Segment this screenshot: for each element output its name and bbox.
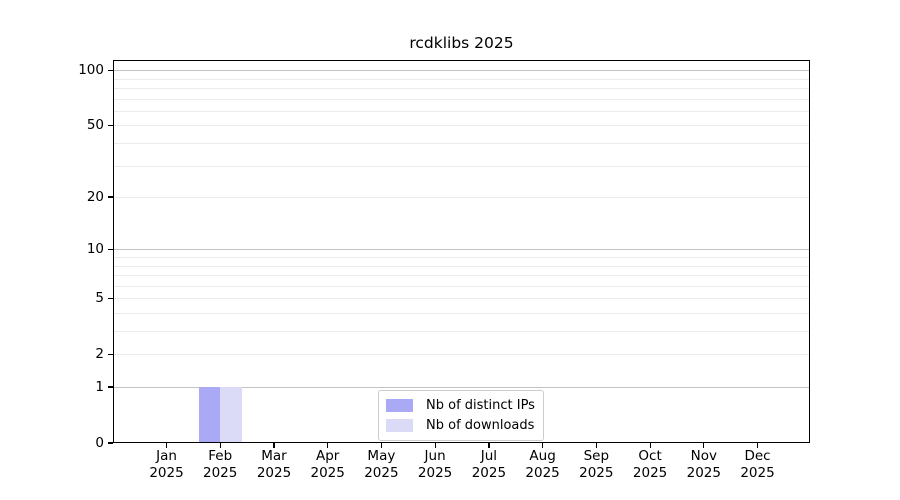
x-axis-tick-mark [542, 443, 544, 448]
x-tick-month: Sep [583, 448, 610, 464]
gridline-minor [113, 165, 810, 167]
legend: Nb of distinct IPs Nb of downloads [378, 390, 544, 441]
gridline-minor [113, 197, 810, 198]
x-axis-tick-label: Jul 2025 [461, 448, 517, 481]
x-tick-year: 2025 [310, 464, 345, 481]
y-axis-tick-label: 10 [86, 241, 104, 258]
x-tick-month: Feb [208, 448, 233, 464]
x-tick-month: Mar [261, 448, 287, 464]
x-tick-year: 2025 [149, 464, 184, 481]
y-axis-tick-label: 20 [86, 189, 104, 205]
x-axis-tick-mark [649, 443, 651, 448]
x-tick-year: 2025 [579, 464, 614, 481]
y-axis-tick-mark [108, 69, 113, 71]
y-axis-tick-mark [108, 297, 113, 299]
x-axis-tick-label: Aug 2025 [515, 448, 571, 481]
x-axis-tick-label: Oct 2025 [622, 448, 678, 481]
gridline-minor [113, 265, 810, 267]
gridline-major [113, 70, 810, 72]
bar-distinct-ips [198, 387, 221, 443]
gridline-minor [113, 125, 810, 127]
x-tick-month: Jun [424, 448, 446, 464]
y-axis-tick-mark [108, 248, 113, 250]
y-axis-tick-label: 100 [78, 62, 104, 79]
gridline-major [113, 249, 810, 251]
legend-swatch-downloads [386, 418, 413, 432]
x-axis-tick-label: Dec 2025 [730, 448, 786, 481]
y-axis-tick-label: 50 [86, 117, 104, 134]
chart-title: rcdklibs 2025 [409, 34, 514, 52]
y-axis-tick-label: 5 [95, 290, 104, 307]
gridline-minor [113, 275, 810, 276]
legend-label-downloads: Nb of downloads [426, 417, 535, 433]
x-tick-year: 2025 [417, 464, 453, 481]
y-axis-tick-label: 0 [95, 435, 104, 451]
x-axis-tick-mark [273, 443, 275, 448]
x-axis-tick-mark [488, 443, 490, 448]
y-axis-tick-label: 1 [95, 379, 104, 395]
plot-border [113, 60, 810, 443]
x-tick-year: 2025 [632, 464, 668, 481]
x-tick-month: Apr [316, 448, 340, 464]
y-axis-tick-mark [108, 442, 113, 444]
x-axis-tick-mark [165, 443, 168, 448]
x-tick-year: 2025 [471, 464, 507, 481]
x-tick-year: 2025 [686, 464, 721, 481]
plot-area: Nb of distinct IPs Nb of downloads [113, 60, 810, 443]
y-axis-tick-label: 2 [95, 346, 104, 363]
x-tick-month: Jul [480, 448, 498, 464]
legend-entry-distinct-ips: Nb of distinct IPs [386, 396, 535, 416]
y-axis-tick-mark [108, 196, 113, 198]
gridline-minor [113, 142, 810, 144]
gridline-major [113, 387, 810, 388]
x-axis-tick-mark [756, 443, 759, 448]
legend-entry-downloads: Nb of downloads [386, 416, 535, 436]
x-tick-year: 2025 [256, 464, 292, 481]
x-axis-tick-label: Jun 2025 [407, 448, 463, 481]
gridline-minor [113, 354, 810, 356]
x-tick-month: Oct [638, 448, 662, 464]
x-axis-tick-mark [595, 443, 597, 448]
x-axis-tick-mark [327, 443, 329, 448]
x-tick-month: Nov [690, 448, 717, 464]
legend-label-distinct-ips: Nb of distinct IPs [426, 398, 535, 414]
x-tick-month: Aug [529, 448, 556, 464]
x-axis-tick-label: May 2025 [353, 448, 409, 481]
x-axis-tick-label: Mar 2025 [246, 448, 302, 481]
gridline-minor [113, 110, 810, 112]
y-axis-tick-mark [108, 386, 113, 388]
y-axis-tick-mark [108, 353, 113, 355]
y-axis-tick-mark [108, 124, 113, 126]
bar-downloads [220, 387, 242, 443]
x-axis-tick-label: Jan 2025 [139, 448, 195, 481]
x-axis-tick-mark [219, 443, 221, 448]
gridline-minor [113, 298, 810, 300]
gridline-minor [113, 285, 810, 287]
gridline-minor [113, 87, 810, 89]
x-tick-month: May [367, 448, 396, 464]
x-axis-tick-label: Sep 2025 [568, 448, 624, 481]
x-axis-tick-label: Feb 2025 [192, 448, 248, 481]
x-tick-year: 2025 [740, 464, 775, 481]
x-tick-month: Jan [156, 448, 177, 464]
x-axis-tick-mark [380, 443, 383, 448]
gridline-minor [113, 98, 810, 100]
x-axis-tick-label: Apr 2025 [300, 448, 356, 481]
x-axis-tick-mark [434, 443, 436, 448]
x-tick-year: 2025 [525, 464, 560, 481]
x-axis-tick-mark [703, 443, 705, 448]
x-axis-tick-label: Nov 2025 [676, 448, 732, 481]
gridline-minor [113, 78, 810, 80]
gridline-minor [113, 257, 810, 258]
x-tick-year: 2025 [364, 464, 399, 481]
x-tick-year: 2025 [203, 464, 238, 481]
legend-swatch-distinct-ips [386, 399, 413, 413]
x-tick-month: Dec [744, 448, 771, 464]
gridline-minor [113, 313, 810, 314]
gridline-minor [113, 331, 810, 332]
